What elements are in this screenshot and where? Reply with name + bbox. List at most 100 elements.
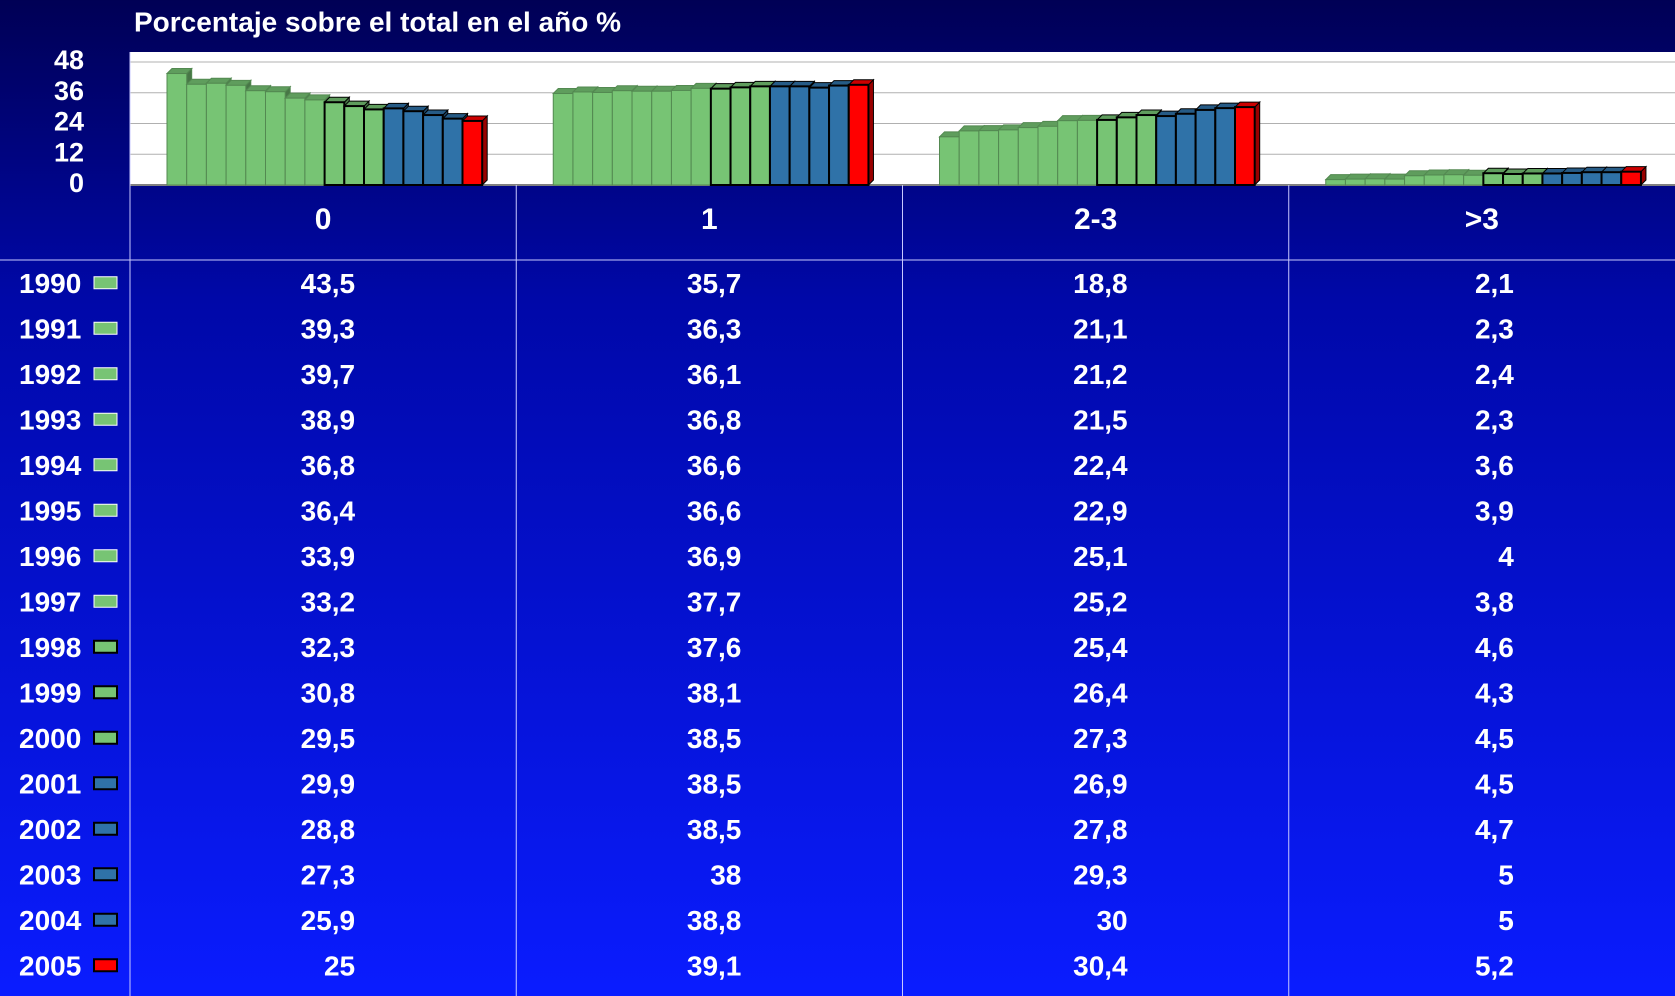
bar [1502, 172, 1524, 186]
table-value: 38,8 [687, 905, 742, 936]
table-value: 26,4 [1073, 678, 1128, 709]
bar [631, 90, 653, 186]
bar [1037, 125, 1059, 186]
table-value: 2,3 [1475, 405, 1514, 436]
table-value: 21,2 [1073, 359, 1128, 390]
bar [1600, 171, 1623, 186]
legend-label: 2005 [19, 951, 81, 982]
bar [1521, 172, 1544, 186]
table-value: 37,7 [687, 587, 742, 618]
bar-top [205, 77, 233, 84]
table-value: 25,4 [1073, 632, 1128, 663]
table-value: 3,9 [1475, 496, 1514, 527]
bar [651, 90, 672, 186]
legend-swatch [93, 594, 118, 608]
y-tick-label: 36 [54, 76, 84, 106]
bar [749, 85, 771, 186]
legend-swatch [93, 549, 118, 563]
legend-label: 1991 [19, 314, 81, 345]
bar [1482, 172, 1505, 186]
table-value: 39,3 [301, 314, 356, 345]
table-value: 35,7 [687, 268, 742, 299]
x-tick-label: 0 [315, 203, 332, 236]
legend-swatch [93, 503, 118, 517]
bar [1364, 178, 1386, 186]
bar-top [165, 68, 193, 75]
table-value: 36,6 [687, 450, 742, 481]
bar [1404, 175, 1425, 186]
bar [1135, 114, 1158, 186]
bar [304, 99, 326, 186]
bar [1541, 172, 1564, 186]
table-value: 27,8 [1073, 814, 1128, 845]
table-value: 38,1 [687, 678, 742, 709]
bar [998, 129, 1019, 186]
bar [461, 119, 484, 186]
legend-label: 1992 [19, 359, 81, 390]
bar [690, 87, 712, 186]
bar [828, 84, 850, 186]
bar [1325, 179, 1346, 186]
legend-label: 1995 [19, 496, 81, 527]
bar [1620, 170, 1642, 187]
table-value: 26,9 [1073, 769, 1128, 800]
bar [611, 90, 633, 186]
table-value: 32,3 [301, 632, 356, 663]
bar [808, 86, 831, 186]
table-value: 36,1 [687, 359, 742, 390]
bar [1115, 116, 1138, 186]
legend-label: 1997 [19, 587, 81, 618]
bar [1561, 171, 1583, 187]
bar [1155, 115, 1177, 186]
table-value: 4,6 [1475, 632, 1514, 663]
table-value: 30 [1096, 905, 1127, 936]
legend-swatch [93, 276, 118, 290]
legend-label: 1993 [19, 405, 81, 436]
table-value: 29,5 [301, 723, 356, 754]
table-value: 4,3 [1475, 678, 1514, 709]
table-value: 4,5 [1475, 769, 1514, 800]
y-tick-label: 12 [54, 137, 84, 167]
bar-top [224, 79, 253, 86]
table-value: 36,4 [301, 496, 356, 527]
table-value: 5 [1498, 860, 1514, 891]
bar [958, 130, 980, 186]
bar [265, 91, 286, 186]
bar [1194, 108, 1217, 186]
table-value: 30,4 [1073, 951, 1128, 982]
bar [343, 105, 365, 186]
table-value: 2,3 [1475, 314, 1514, 345]
legend-swatch [93, 639, 118, 654]
legend-label: 1990 [19, 268, 81, 299]
legend-swatch [93, 412, 118, 426]
bar [552, 93, 574, 186]
bar [441, 117, 464, 186]
table-value: 22,9 [1073, 496, 1128, 527]
bar [225, 84, 247, 186]
bar [323, 101, 346, 186]
bar [363, 108, 385, 186]
bar-top [303, 94, 331, 101]
legend-label: 2003 [19, 860, 81, 891]
table-value: 39,1 [687, 951, 742, 982]
chart-title: Porcentaje sobre el total en el año % [134, 6, 621, 37]
bar [1580, 171, 1603, 186]
bar [205, 82, 227, 186]
table-value: 4,7 [1475, 814, 1514, 845]
legend-swatch [93, 730, 118, 745]
bar [709, 87, 732, 186]
table-value: 27,3 [301, 860, 356, 891]
bar [1017, 127, 1039, 186]
table-value: 21,1 [1073, 314, 1128, 345]
bar [166, 73, 188, 186]
legend-label: 1998 [19, 632, 81, 663]
table-value: 2,1 [1475, 268, 1514, 299]
bar [1174, 112, 1197, 186]
table-value: 5 [1498, 905, 1514, 936]
table-value: 25 [324, 951, 355, 982]
bar [592, 91, 613, 186]
table-value: 36,6 [687, 496, 742, 527]
bar [1384, 178, 1406, 186]
table-value: 38,5 [687, 723, 742, 754]
